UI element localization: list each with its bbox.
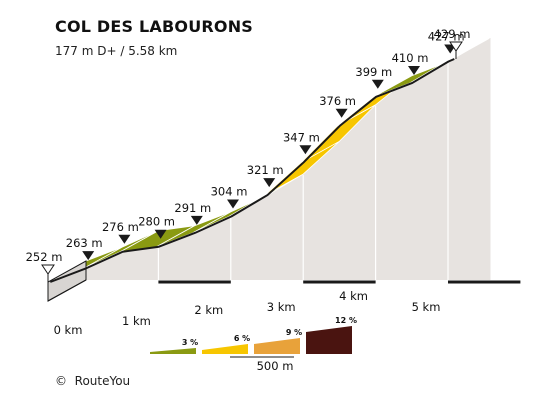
legend-label: 9 % bbox=[286, 328, 302, 337]
chart-subtitle: 177 m D+ / 5.58 km bbox=[55, 44, 178, 58]
elevation-label: 291 m bbox=[174, 201, 211, 215]
elevation-label: 429 m bbox=[434, 27, 471, 41]
elevation-marker bbox=[118, 234, 131, 244]
elevation-label: 347 m bbox=[283, 130, 320, 144]
elevation-marker bbox=[408, 65, 421, 75]
legend-swatch bbox=[254, 338, 300, 354]
elevation-marker bbox=[299, 145, 312, 155]
elevation-label: 410 m bbox=[392, 51, 429, 65]
x-tick-label: 4 km bbox=[339, 289, 368, 303]
profile-ridge-line bbox=[49, 58, 455, 283]
elevation-label: 280 m bbox=[138, 215, 175, 229]
legend-label: 6 % bbox=[234, 334, 250, 343]
elevation-marker bbox=[449, 41, 463, 52]
elevation-marker bbox=[154, 229, 167, 239]
elevation-marker bbox=[41, 264, 55, 275]
profile-base bbox=[48, 280, 490, 301]
elevation-label: 376 m bbox=[319, 94, 356, 108]
x-tick-label: 3 km bbox=[267, 300, 296, 314]
legend-label: 3 % bbox=[182, 338, 198, 347]
x-tick-label: 2 km bbox=[194, 303, 223, 317]
legend-swatch bbox=[202, 344, 248, 354]
copyright-credit: © RouteYou bbox=[55, 374, 130, 388]
legend-swatch bbox=[150, 348, 196, 354]
elevation-marker bbox=[227, 199, 240, 209]
credit-text: RouteYou bbox=[74, 374, 131, 388]
elevation-label: 427 m bbox=[428, 30, 465, 44]
elevation-label: 399 m bbox=[355, 65, 392, 79]
elevation-marker bbox=[190, 215, 203, 225]
elevation-marker bbox=[335, 108, 348, 118]
x-tick-label: 1 km bbox=[122, 314, 151, 328]
elevation-label: 321 m bbox=[247, 163, 284, 177]
elevation-marker bbox=[263, 178, 276, 188]
legend-scale-label: 500 m bbox=[257, 359, 294, 373]
elevation-label: 304 m bbox=[211, 184, 248, 198]
x-tick-label: 5 km bbox=[412, 300, 441, 314]
x-tick-label: 0 km bbox=[54, 323, 83, 337]
chart-title: COL DES LABOURONS bbox=[55, 17, 254, 36]
elevation-marker bbox=[371, 79, 384, 89]
copyright-icon: © bbox=[55, 374, 67, 388]
elevation-label: 263 m bbox=[66, 236, 103, 250]
elevation-marker bbox=[82, 251, 95, 261]
legend-swatch bbox=[306, 326, 352, 354]
elevation-label: 276 m bbox=[102, 220, 139, 234]
elevation-label: 252 m bbox=[26, 250, 63, 264]
legend-label: 12 % bbox=[335, 316, 357, 325]
profile-side-panel bbox=[86, 38, 490, 280]
profile-front-bottom-edge bbox=[47, 279, 87, 302]
